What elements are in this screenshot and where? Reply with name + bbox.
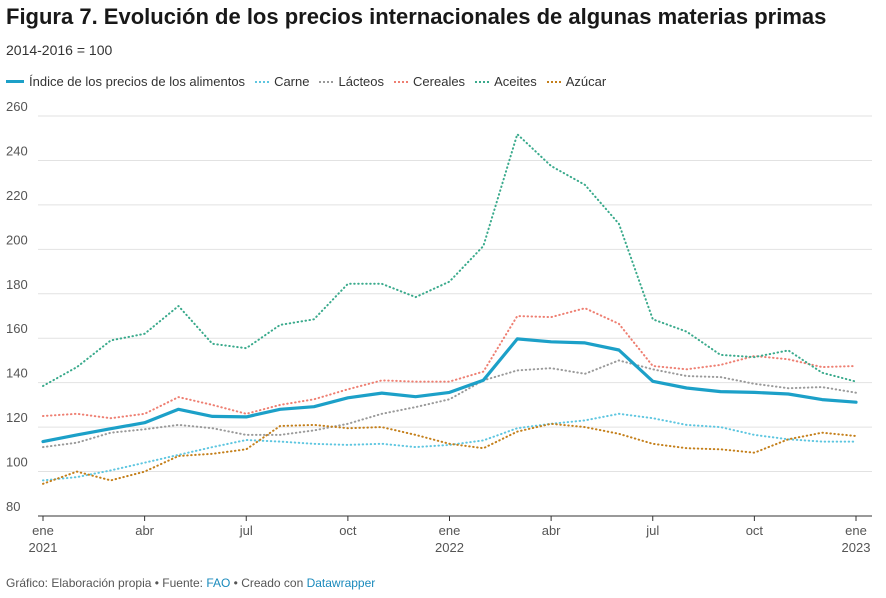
x-tick-label-12: ene bbox=[439, 523, 461, 538]
series-line-4 bbox=[42, 133, 857, 387]
legend-label-3: Cereales bbox=[413, 74, 466, 89]
y-tick-label-80: 80 bbox=[6, 499, 20, 514]
x-tick-label-3: abr bbox=[135, 523, 154, 538]
x-tick-label-0: ene bbox=[32, 523, 54, 538]
x-tick-label-24: ene bbox=[845, 523, 867, 538]
series-line-1 bbox=[42, 412, 857, 482]
chart-title: Figura 7. Evolución de los precios inter… bbox=[6, 4, 827, 29]
legend-swatch-5 bbox=[546, 80, 561, 83]
legend-swatch-0 bbox=[6, 80, 24, 83]
legend-item-1: Carne bbox=[255, 74, 309, 89]
y-tick-label-220: 220 bbox=[6, 188, 28, 203]
x-tick-label-21: oct bbox=[746, 523, 764, 538]
y-tick-label-100: 100 bbox=[6, 455, 28, 470]
legend-label-2: Lácteos bbox=[338, 74, 385, 89]
legend-swatch-2 bbox=[319, 80, 334, 83]
footer-tool-link[interactable]: Datawrapper bbox=[306, 576, 376, 590]
series-line-3 bbox=[42, 307, 857, 420]
x-tick-label-18: jul bbox=[645, 523, 659, 538]
legend-item-5: Azúcar bbox=[546, 74, 607, 89]
legend-item-4: Aceites bbox=[475, 74, 537, 89]
footer-prefix: Gráfico: Elaboración propia • Fuente: bbox=[6, 576, 207, 590]
y-tick-label-120: 120 bbox=[6, 410, 28, 425]
footer-source-link[interactable]: FAO bbox=[206, 576, 231, 590]
legend-swatch-3 bbox=[394, 80, 409, 83]
legend-label-5: Azúcar bbox=[565, 74, 607, 89]
chart-subtitle: 2014-2016 = 100 bbox=[6, 42, 113, 58]
legend-label-0: Índice de los precios de los alimentos bbox=[29, 74, 246, 89]
legend-swatch-4 bbox=[475, 80, 490, 83]
chart-legend: Índice de los precios de los alimentos Ca… bbox=[6, 74, 616, 89]
legend-item-2: Lácteos bbox=[319, 74, 384, 89]
legend-label-4: Aceites bbox=[494, 74, 537, 89]
x-tick-label-9: oct bbox=[339, 523, 357, 538]
series-line-0 bbox=[41, 337, 858, 444]
x-tick-label-6: jul bbox=[239, 523, 253, 538]
legend-item-0: Índice de los precios de los alimentos bbox=[6, 74, 245, 89]
series-line-5 bbox=[42, 422, 857, 485]
legend-label-1: Carne bbox=[274, 74, 310, 89]
y-tick-label-200: 200 bbox=[6, 232, 28, 247]
series-line-2 bbox=[42, 359, 857, 449]
y-tick-label-240: 240 bbox=[6, 143, 28, 158]
x-tick-label-15: abr bbox=[542, 523, 561, 538]
x-tick-year-0: 2021 bbox=[29, 540, 58, 555]
legend-item-3: Cereales bbox=[394, 74, 465, 89]
x-tick-year-24: 2023 bbox=[842, 540, 871, 555]
y-tick-label-140: 140 bbox=[6, 366, 28, 381]
y-tick-label-260: 260 bbox=[6, 99, 28, 114]
legend-swatch-1 bbox=[255, 80, 270, 83]
y-tick-label-180: 180 bbox=[6, 277, 28, 292]
x-tick-year-12: 2022 bbox=[435, 540, 464, 555]
y-tick-label-160: 160 bbox=[6, 321, 28, 336]
chart-footer: Gráfico: Elaboración propia • Fuente: FA… bbox=[6, 576, 375, 590]
footer-middle: • Creado con bbox=[230, 576, 307, 590]
